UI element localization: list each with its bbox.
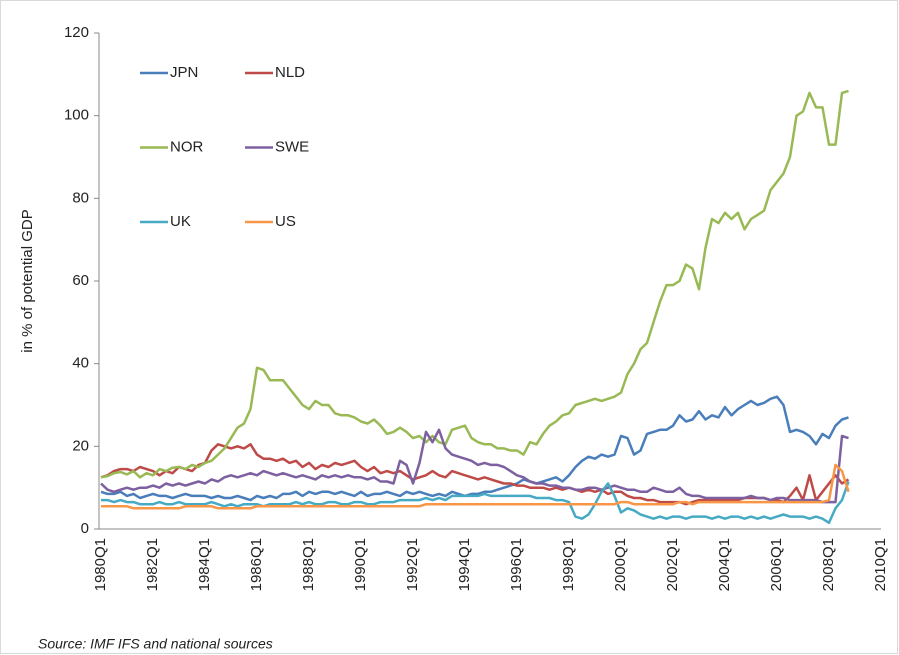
x-tick-label: 2004Q1 [716, 538, 733, 591]
series-line [100, 395, 849, 502]
x-tick-label: 1992Q1 [404, 538, 421, 591]
y-tick-label: 40 [72, 355, 89, 372]
x-tick-label: 1980Q1 [92, 538, 109, 591]
legend-label: SWE [275, 138, 309, 155]
legend-label: JPN [170, 64, 198, 81]
x-tick-label: 1990Q1 [352, 538, 369, 591]
x-tick-label: 2008Q1 [820, 538, 837, 591]
x-tick-label: 2002Q1 [664, 538, 681, 591]
y-tick-label: 100 [64, 107, 89, 124]
x-tick-label: 1996Q1 [508, 538, 525, 591]
series-line [101, 463, 850, 510]
x-tick-label: 2000Q1 [612, 538, 629, 591]
x-tick-label: 1986Q1 [248, 538, 265, 591]
legend-label: NOR [170, 138, 204, 155]
x-tick-label: 1988Q1 [300, 538, 317, 591]
y-tick-label: 120 [64, 24, 89, 41]
legend-label: UK [170, 213, 191, 230]
series-line [100, 89, 849, 479]
legend-label: US [275, 213, 296, 230]
series-line [101, 481, 850, 525]
y-tick-label: 0 [81, 520, 89, 537]
y-axis-label: in % of potential GDP [19, 209, 36, 352]
x-tick-label: 1998Q1 [560, 538, 577, 591]
x-tick-label: 1984Q1 [196, 538, 213, 591]
legend-label: NLD [275, 64, 305, 81]
series-line [100, 428, 849, 504]
y-tick-label: 80 [72, 189, 89, 206]
x-tick-label: 2010Q1 [872, 538, 889, 591]
x-tick-label: 2006Q1 [768, 538, 785, 591]
x-tick-label: 1994Q1 [456, 538, 473, 591]
y-tick-label: 20 [72, 437, 89, 454]
source-note: Source: IMF IFS and national sources [38, 636, 273, 652]
x-tick-label: 1982Q1 [144, 538, 161, 591]
y-tick-label: 60 [72, 272, 89, 289]
